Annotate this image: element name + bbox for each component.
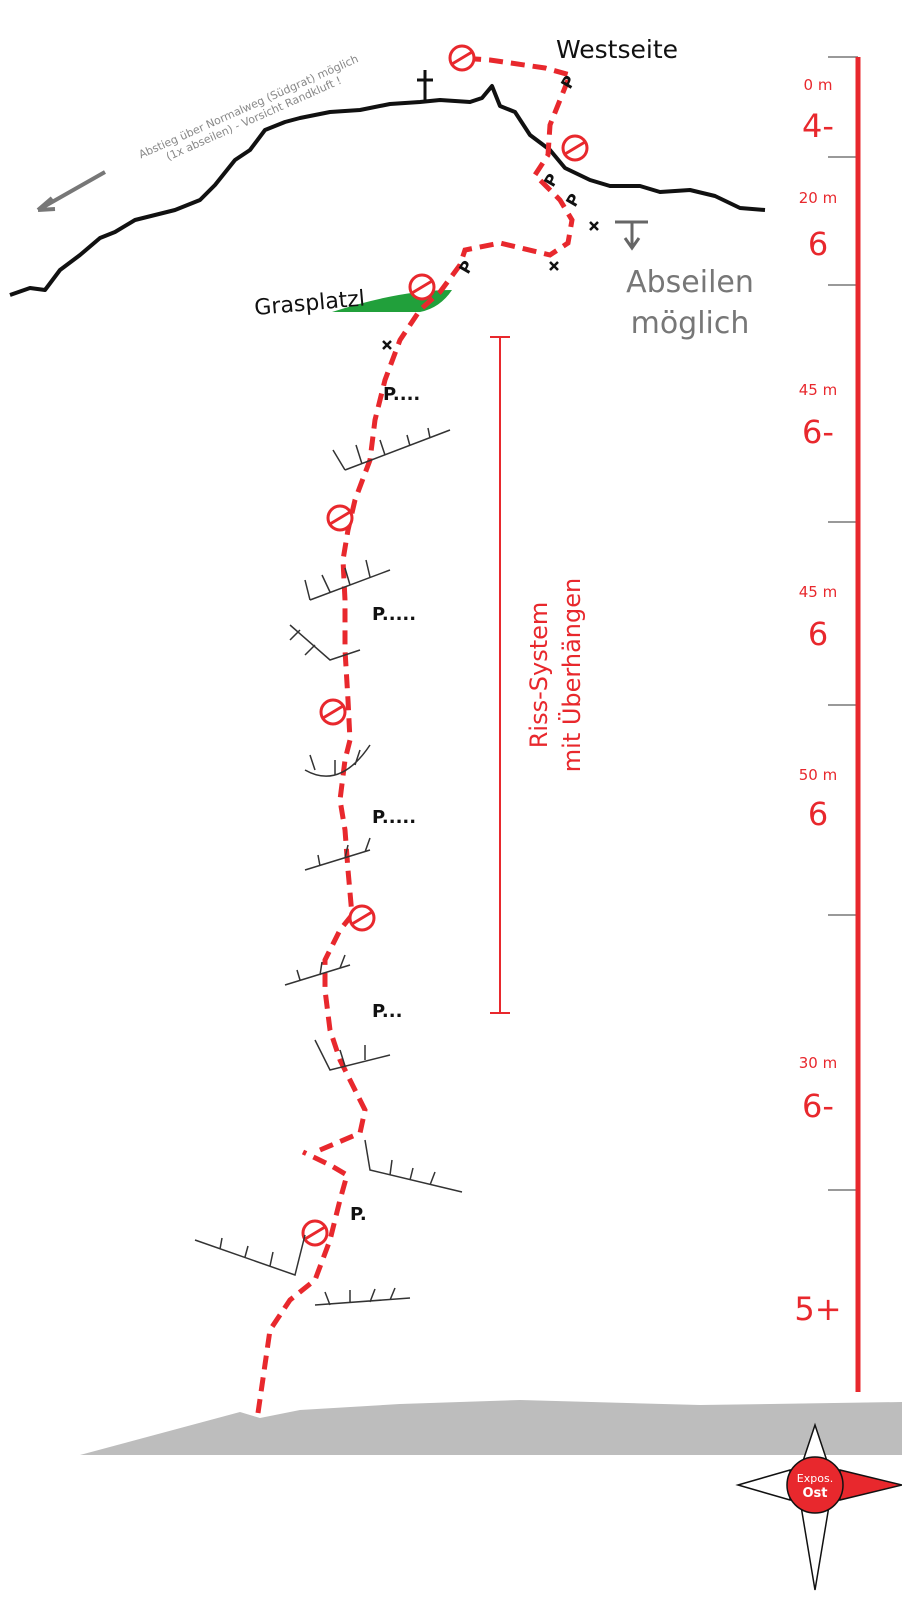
crack-line2: mit Überhängen	[557, 578, 586, 772]
scale-ticks	[828, 56, 858, 1191]
face-label: Westseite	[556, 35, 678, 64]
overhangs	[194, 427, 463, 1306]
protection-label: P	[455, 257, 477, 277]
protection-label: P	[540, 170, 562, 190]
pitch-grade: 6-	[802, 1087, 834, 1125]
pitons	[382, 221, 599, 350]
pitch-grade: 6	[808, 225, 828, 263]
rappel-symbol	[615, 220, 648, 251]
belays	[301, 44, 589, 1247]
descent-line1: Abstieg über Normalweg (Südgrat) möglich	[137, 52, 360, 161]
descent-line2: (1x abseilen) - Vorsicht Randkluft !	[164, 74, 343, 163]
summit-cross	[417, 70, 433, 100]
pitch-grade: 4-	[802, 107, 834, 145]
crack-bar	[490, 336, 510, 1014]
compass-line2: Ost	[802, 1486, 827, 1501]
pitch-length: 50 m	[799, 766, 837, 784]
protection-label: P	[562, 190, 584, 210]
pitch-length: 20 m	[799, 189, 837, 207]
pitch-grade: 6	[808, 795, 828, 833]
ground	[80, 1400, 902, 1455]
descent-arrow	[36, 170, 106, 212]
protection-label: P.....	[372, 807, 416, 828]
pitch-grade: 6-	[802, 413, 834, 451]
rappel-line1: Abseilen	[626, 265, 754, 300]
pitch-grade: 5+	[794, 1290, 841, 1328]
crack-line1: Riss-System	[525, 602, 553, 749]
protection-label: P.....	[372, 604, 416, 625]
rappel-line2: möglich	[631, 306, 750, 341]
compass: Expos. Ost	[735, 1422, 902, 1591]
pitch-length: 45 m	[799, 583, 837, 601]
pitch-grade: 6	[808, 615, 828, 653]
compass-line1: Expos.	[797, 1472, 833, 1485]
ridge	[9, 84, 766, 297]
protection-label: P...	[372, 1001, 402, 1022]
pitch-length: 45 m	[799, 381, 837, 399]
protection-label: P....	[383, 384, 420, 405]
pitch-length: 30 m	[799, 1054, 837, 1072]
pitch-length: 0 m	[804, 76, 833, 94]
protection-label: P.	[350, 1204, 367, 1225]
protection-label: P	[557, 72, 579, 92]
ledge-label: Grasplatzl	[253, 286, 366, 321]
